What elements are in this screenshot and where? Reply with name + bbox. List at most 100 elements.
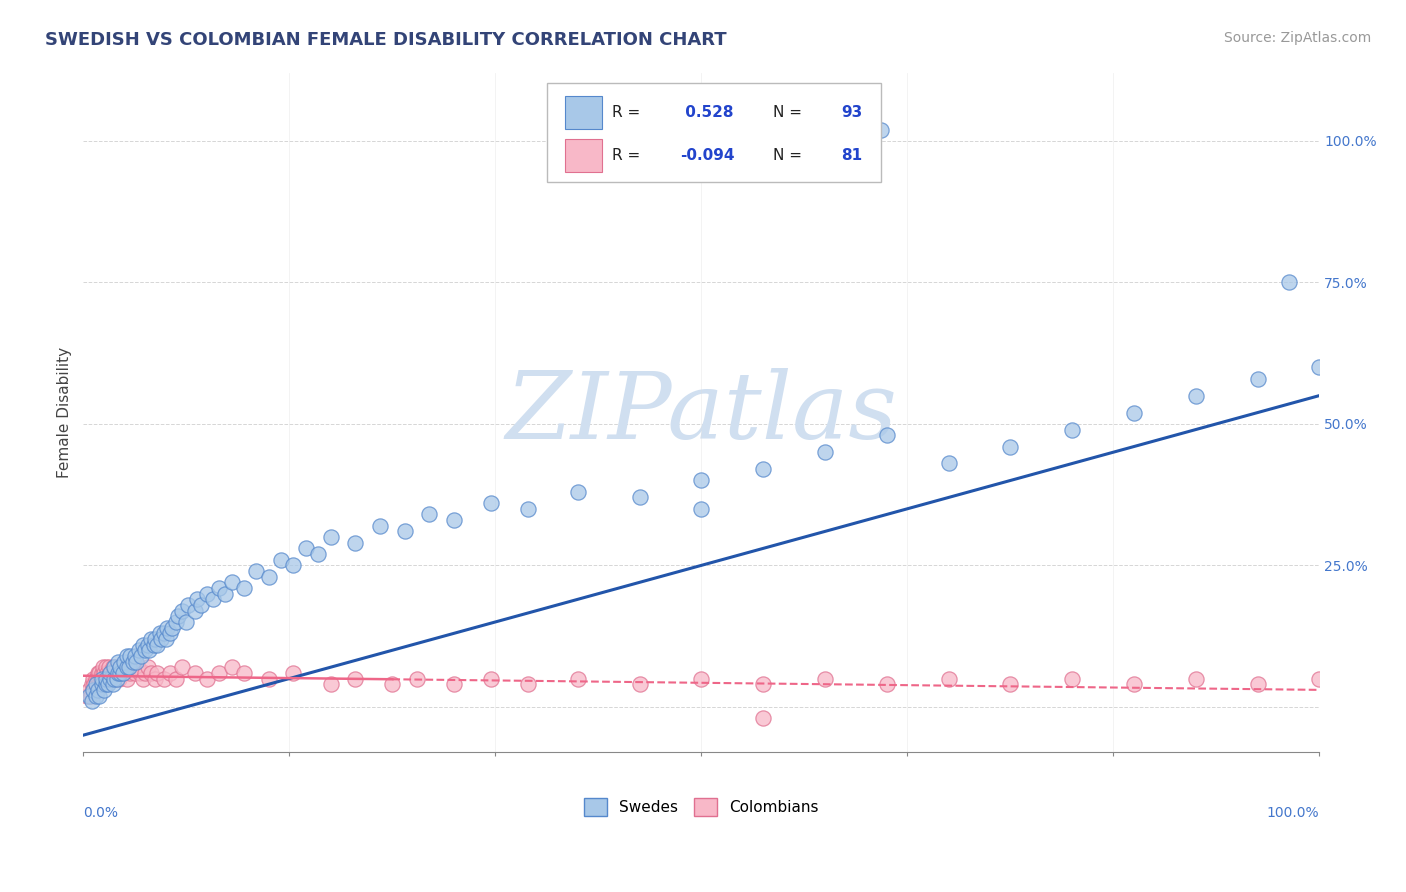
Point [105, 660, 128, 674]
Point [80, 677, 103, 691]
Point [938, 672, 960, 686]
Point [141, 665, 163, 680]
Point [186, 592, 208, 607]
Point [368, 518, 391, 533]
Point [121, 660, 143, 674]
Point [752, 462, 775, 476]
Point [418, 508, 440, 522]
Point [344, 535, 367, 549]
Point [89, 689, 111, 703]
Point [165, 615, 187, 629]
FancyBboxPatch shape [565, 139, 603, 171]
Point [84, 672, 107, 686]
Point [82, 682, 104, 697]
Point [190, 598, 212, 612]
Point [83, 677, 105, 691]
Point [143, 672, 166, 686]
Point [1308, 672, 1330, 686]
Point [110, 665, 132, 680]
Text: ZIPatlas: ZIPatlas [505, 368, 897, 458]
Point [136, 660, 159, 674]
Point [76, 689, 98, 703]
Text: 100.0%: 100.0% [1267, 805, 1319, 820]
Point [89, 677, 111, 691]
Point [1123, 677, 1146, 691]
Point [195, 587, 218, 601]
Point [1185, 388, 1208, 402]
Point [103, 665, 125, 680]
FancyBboxPatch shape [547, 83, 880, 182]
Point [100, 665, 122, 680]
Point [141, 632, 163, 646]
Point [202, 592, 225, 607]
Text: SWEDISH VS COLOMBIAN FEMALE DISABILITY CORRELATION CHART: SWEDISH VS COLOMBIAN FEMALE DISABILITY C… [45, 31, 727, 49]
Text: 93: 93 [841, 104, 862, 120]
Point [443, 513, 465, 527]
Point [105, 672, 128, 686]
Point [307, 547, 329, 561]
Point [87, 665, 110, 680]
Point [94, 672, 117, 686]
Point [84, 682, 107, 697]
Point [108, 672, 131, 686]
Point [134, 665, 156, 680]
Point [146, 638, 169, 652]
Text: Source: ZipAtlas.com: Source: ZipAtlas.com [1223, 31, 1371, 45]
Point [107, 665, 129, 680]
Point [479, 672, 502, 686]
Point [128, 643, 150, 657]
Point [690, 474, 713, 488]
Point [96, 665, 118, 680]
Point [183, 665, 205, 680]
Y-axis label: Female Disability: Female Disability [58, 347, 72, 478]
Point [221, 575, 243, 590]
Point [159, 626, 181, 640]
Point [124, 665, 146, 680]
Point [80, 694, 103, 708]
Point [1000, 677, 1022, 691]
Point [690, 501, 713, 516]
Point [115, 672, 138, 686]
Point [1277, 276, 1299, 290]
Point [690, 672, 713, 686]
Text: N =: N = [773, 104, 801, 120]
Point [131, 638, 153, 652]
Point [1062, 672, 1084, 686]
Point [165, 672, 187, 686]
Point [90, 677, 112, 691]
Point [1308, 360, 1330, 375]
Point [90, 672, 112, 686]
Point [112, 655, 135, 669]
Point [283, 558, 305, 573]
Point [90, 672, 112, 686]
Point [94, 660, 117, 674]
Point [129, 665, 152, 680]
Point [97, 672, 120, 686]
Point [152, 626, 174, 640]
Point [111, 665, 134, 680]
Point [120, 665, 142, 680]
Text: 0.528: 0.528 [681, 104, 734, 120]
Point [121, 655, 143, 669]
Point [567, 672, 589, 686]
Point [1000, 440, 1022, 454]
Point [183, 604, 205, 618]
Point [112, 665, 135, 680]
Point [104, 672, 127, 686]
Point [1246, 677, 1268, 691]
Point [156, 621, 179, 635]
Point [93, 665, 115, 680]
Point [103, 672, 125, 686]
Point [80, 689, 103, 703]
Point [159, 665, 181, 680]
Point [86, 677, 108, 691]
Point [94, 677, 117, 691]
Point [294, 541, 316, 556]
Point [1123, 406, 1146, 420]
Point [87, 682, 110, 697]
Point [869, 122, 891, 136]
Point [233, 581, 256, 595]
Point [221, 660, 243, 674]
Point [567, 484, 589, 499]
Point [938, 457, 960, 471]
